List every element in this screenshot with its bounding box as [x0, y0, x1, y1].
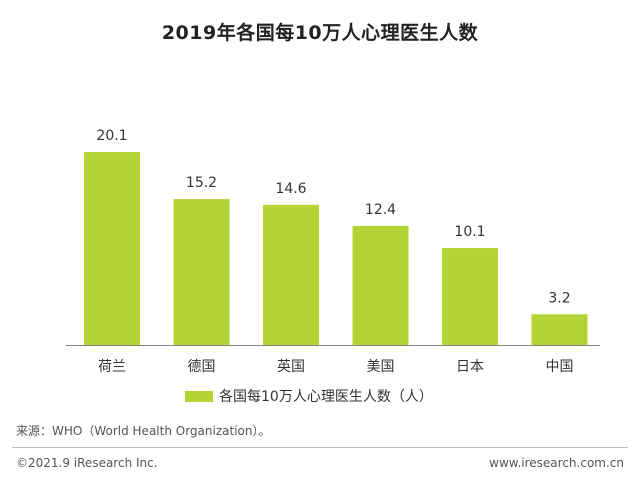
value-label-5: 3.2 [548, 290, 570, 306]
category-label-4: 日本 [456, 359, 484, 375]
category-labels-group: 荷兰 德国 英国 美国 日本 中国 [98, 358, 574, 375]
bar-1 [173, 199, 230, 345]
category-label-2: 英国 [277, 358, 305, 375]
value-labels-group: 20.1 15.2 14.6 12.4 10.1 3.2 [96, 128, 570, 306]
legend-label: 各国每10万人心理医生人数（人） [219, 389, 433, 405]
category-label-5: 中国 [546, 359, 574, 375]
value-label-2: 14.6 [275, 181, 306, 197]
value-label-3: 12.4 [365, 202, 396, 218]
source-note: 来源：WHO（World Health Organization）。 [16, 424, 271, 438]
value-label-0: 20.1 [96, 128, 127, 144]
bar-4 [442, 248, 498, 345]
legend: 各国每10万人心理医生人数（人） [185, 386, 433, 406]
bar-chart: 20.1 15.2 14.6 12.4 10.1 3.2 荷兰 德国 英国 美国 日本 中国 [66, 128, 600, 375]
value-label-4: 10.1 [454, 224, 485, 240]
footer-divider [12, 447, 628, 448]
bar-0 [84, 152, 140, 345]
bar-2 [263, 204, 319, 345]
category-label-1: 德国 [188, 359, 216, 375]
website-text: www.iresearch.com.cn [489, 456, 624, 470]
bars-group [84, 152, 588, 345]
legend-swatch [185, 390, 213, 402]
bar-3 [352, 225, 409, 345]
bar-5 [531, 314, 588, 345]
value-label-1: 15.2 [186, 175, 217, 191]
category-label-0: 荷兰 [98, 359, 126, 375]
copyright-text: ©2021.9 iResearch Inc. [16, 456, 158, 470]
chart-title: 2019年各国每10万人心理医生人数 [161, 22, 479, 44]
category-label-3: 美国 [367, 359, 395, 375]
